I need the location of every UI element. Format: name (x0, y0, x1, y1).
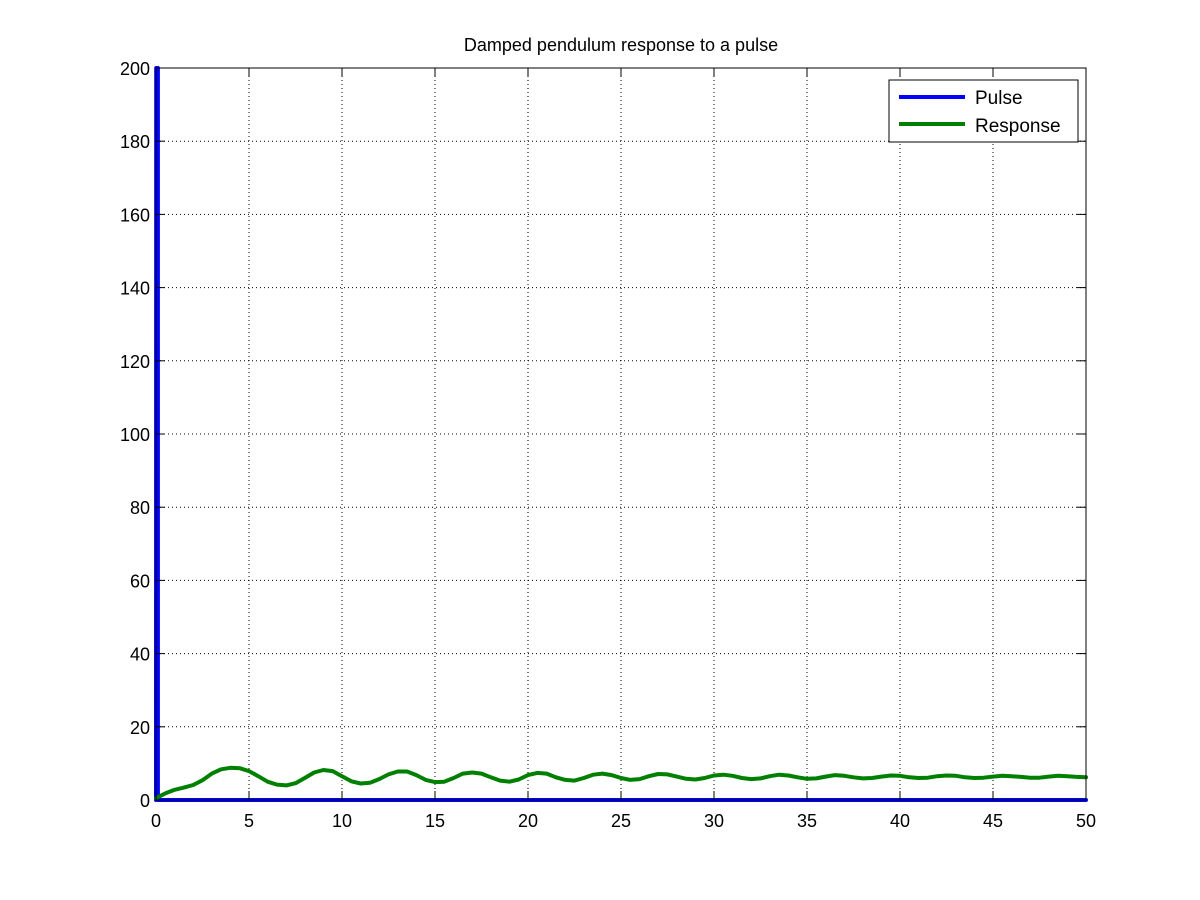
y-tick-label: 0 (140, 791, 150, 811)
y-tick-label: 20 (130, 718, 150, 738)
x-tick-label: 5 (244, 811, 254, 831)
y-tick-label: 200 (120, 59, 150, 79)
x-tick-label: 25 (611, 811, 631, 831)
legend-label-response: Response (975, 116, 1061, 137)
x-tick-label: 35 (797, 811, 817, 831)
chart-title: Damped pendulum response to a pulse (464, 35, 778, 55)
x-tick-label: 15 (425, 811, 445, 831)
series-line-response (154, 765, 1088, 801)
y-tick-label: 120 (120, 352, 150, 372)
x-tick-label: 0 (151, 811, 161, 831)
x-tick-label: 45 (983, 811, 1003, 831)
legend-box (888, 79, 1079, 143)
y-tick-label: 80 (130, 498, 150, 518)
grid-lines (156, 68, 1086, 800)
axis-ticks (155, 67, 1087, 801)
x-tick-label: 50 (1076, 811, 1096, 831)
y-tick-label: 140 (120, 279, 150, 299)
x-tick-label: 30 (704, 811, 724, 831)
x-tick-label: 40 (890, 811, 910, 831)
x-tick-label: 20 (518, 811, 538, 831)
y-tick-label: 60 (130, 571, 150, 591)
y-tick-label: 180 (120, 132, 150, 152)
y-axis-tick-labels: 0 20 40 60 80 100 120 140 160 180 200 (120, 59, 150, 811)
y-tick-label: 100 (120, 425, 150, 445)
y-tick-label: 160 (120, 205, 150, 225)
y-tick-label: 40 (130, 645, 150, 665)
legend: Pulse Response (888, 79, 1079, 143)
x-axis-tick-labels: 0 5 10 15 20 25 30 35 40 45 50 (151, 811, 1096, 831)
x-tick-label: 10 (332, 811, 352, 831)
legend-label-pulse: Pulse (975, 88, 1023, 109)
